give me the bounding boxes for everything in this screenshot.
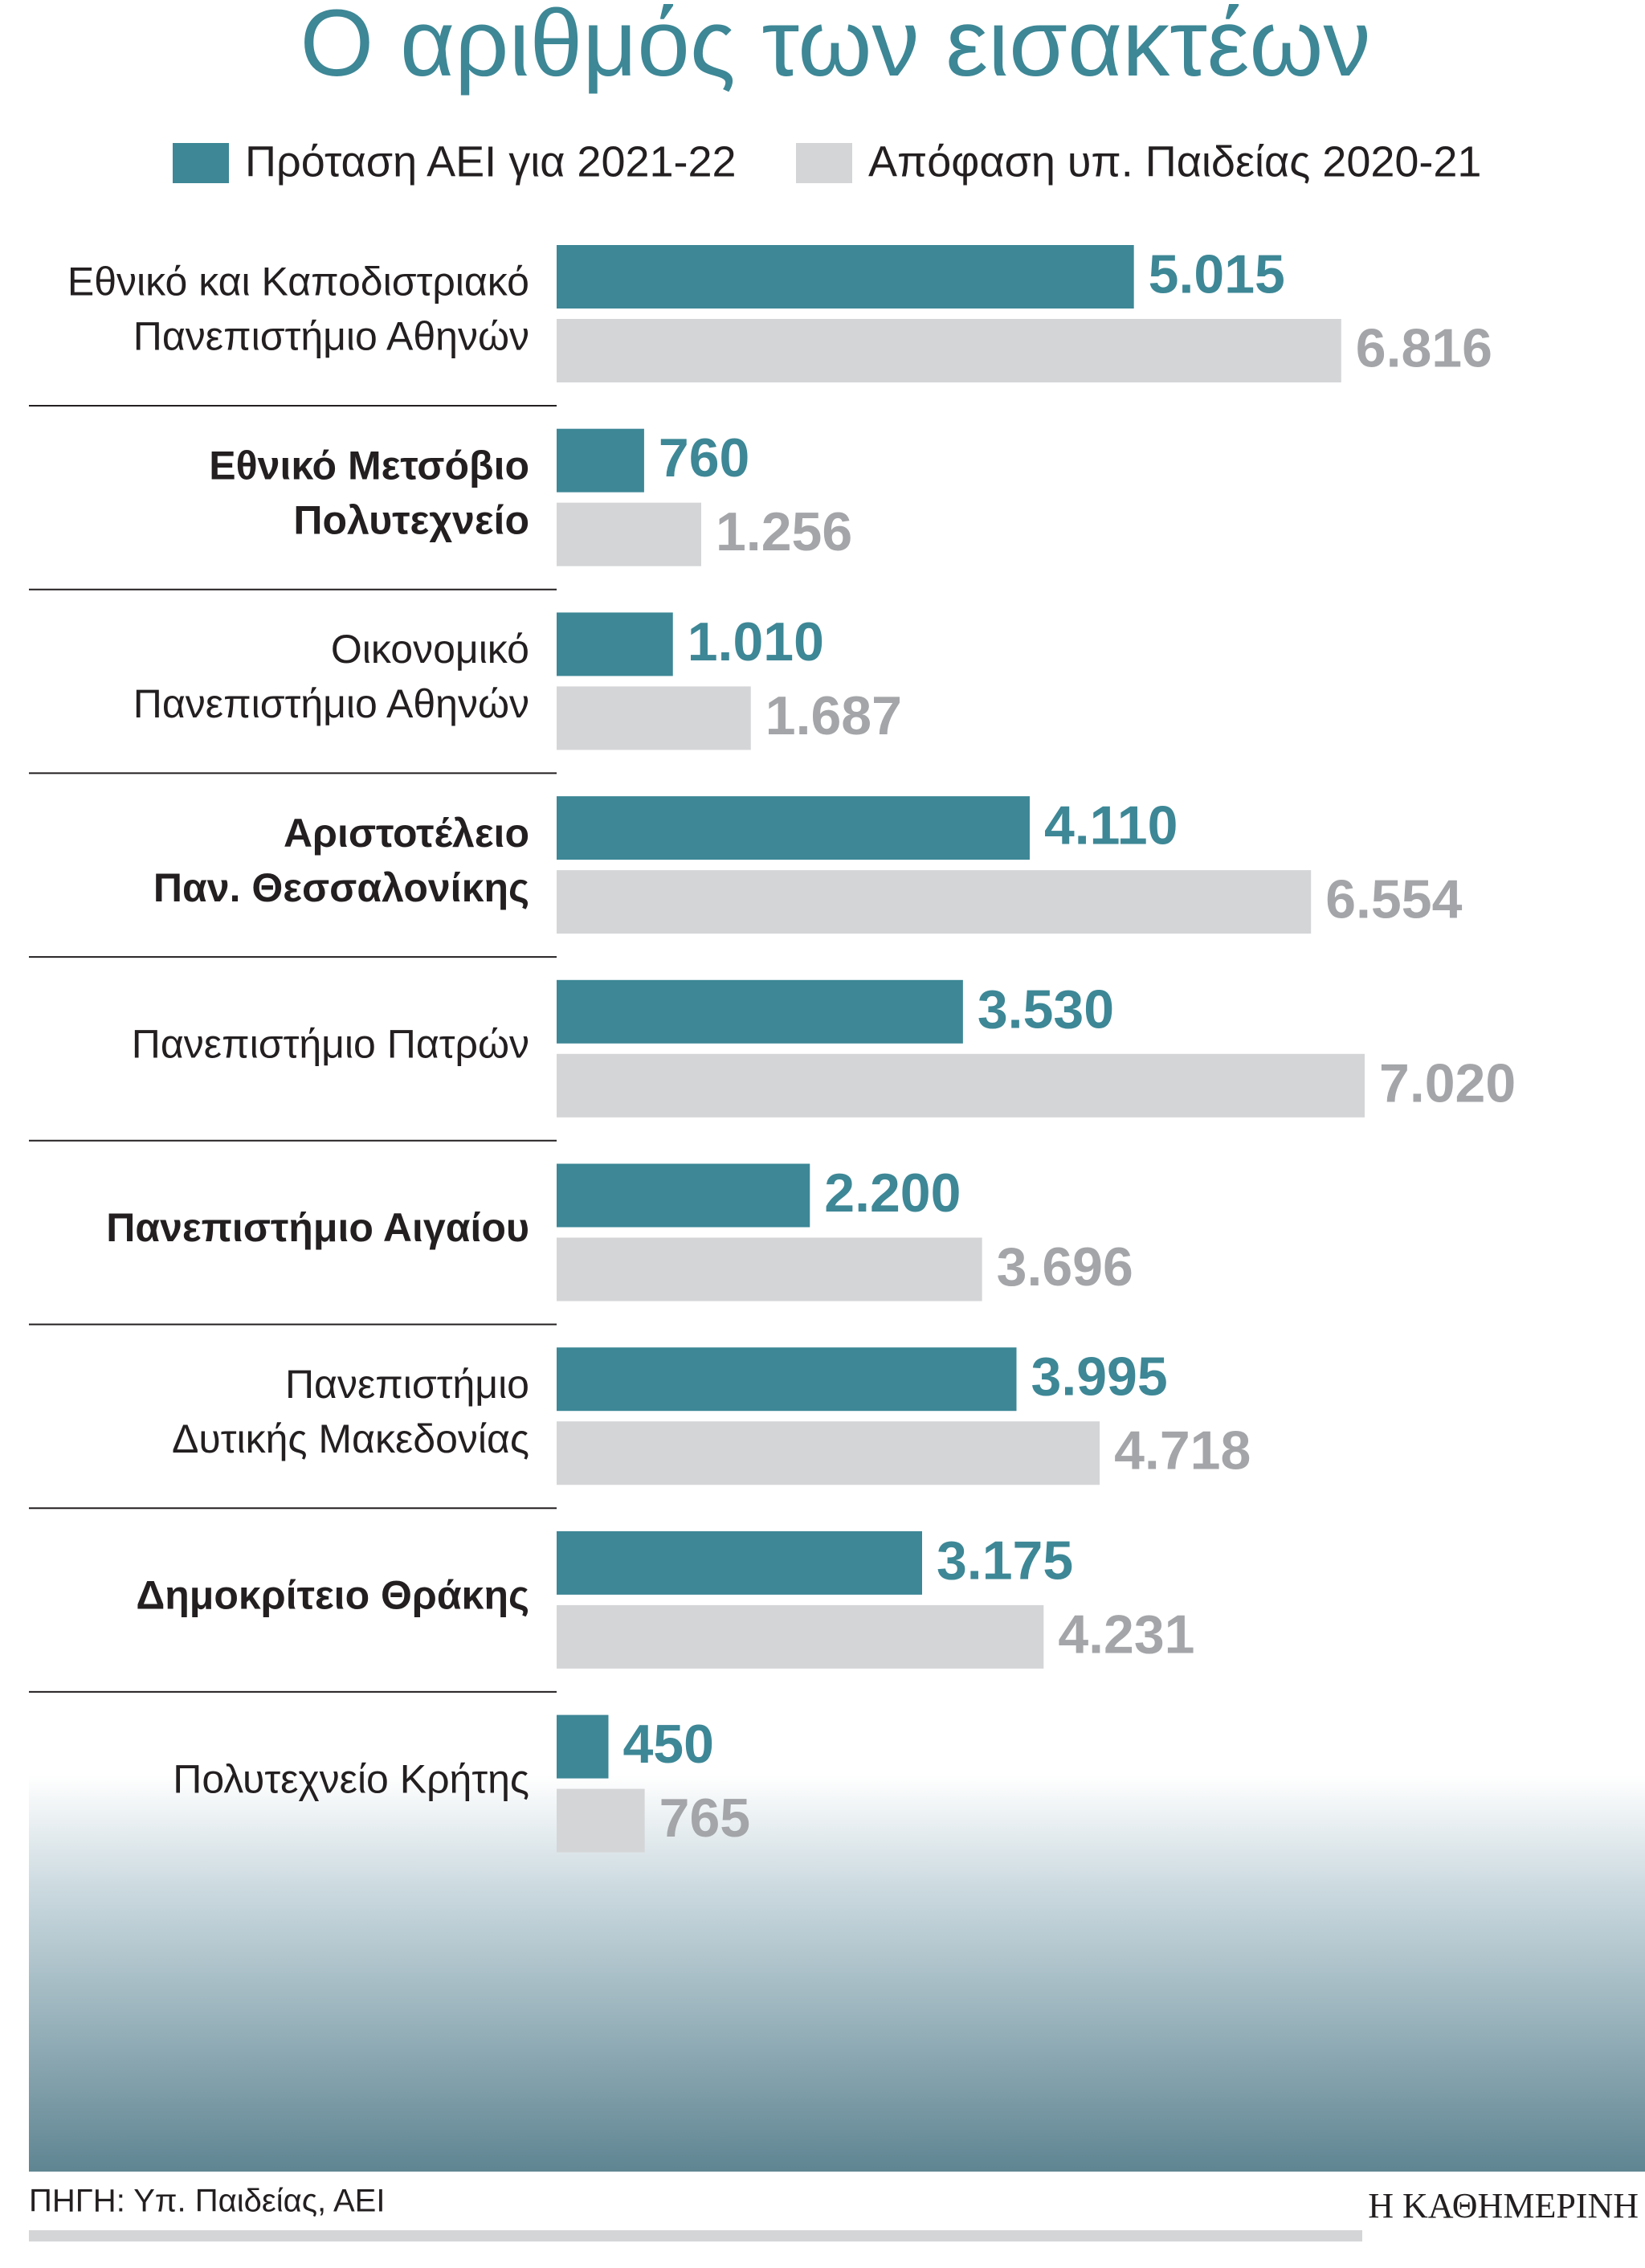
source: ΠΗΓΗ: Υπ. Παιδείας, ΑΕΙ — [29, 2184, 385, 2219]
value-label: 6.554 — [1325, 869, 1462, 930]
category-label: Πολυτεχνείο — [293, 497, 529, 542]
category-label: Πανεπιστήμιο Αθηνών — [133, 681, 529, 726]
legend-label: Πρόταση ΑΕΙ για 2021-22 — [245, 137, 737, 186]
legend: Πρόταση ΑΕΙ για 2021-22 Απόφαση υπ. Παιδε… — [173, 137, 1481, 186]
bar — [557, 502, 701, 566]
value-label: 760 — [659, 427, 749, 488]
bar — [557, 979, 963, 1044]
bar — [557, 1788, 645, 1853]
category-label: Εθνικό και Καποδιστριακό — [67, 259, 529, 304]
bar — [557, 1421, 1100, 1485]
bar — [557, 870, 1312, 934]
footer-bar — [29, 2230, 1362, 2241]
value-label: 1.687 — [765, 685, 902, 746]
value-label: 3.696 — [997, 1236, 1133, 1297]
bar — [557, 612, 673, 676]
category-label: Παν. Θεσσαλονίκης — [153, 865, 529, 910]
value-label: 450 — [622, 1714, 713, 1775]
category-label: Αριστοτέλειο — [284, 811, 529, 856]
value-label: 7.020 — [1379, 1052, 1516, 1114]
value-label: 4.231 — [1058, 1604, 1194, 1665]
bar — [557, 428, 644, 492]
category-label: Πανεπιστήμιο — [285, 1362, 529, 1407]
value-label: 3.530 — [978, 979, 1114, 1040]
value-label: 5.015 — [1149, 243, 1285, 304]
value-label: 3.175 — [937, 1530, 1073, 1591]
value-label: 4.110 — [1044, 795, 1178, 856]
value-label: 1.256 — [716, 501, 852, 562]
bar — [557, 686, 751, 750]
bar — [557, 1163, 810, 1228]
value-label: 2.200 — [824, 1163, 961, 1224]
value-label: 3.995 — [1031, 1346, 1168, 1408]
bar — [557, 1053, 1365, 1118]
category-label: Πανεπιστήμιο Αθηνών — [133, 314, 529, 359]
category-label: Δημοκρίτειο Θράκης — [136, 1573, 529, 1618]
chart-title: Ο αριθμός των εισακτέων — [300, 0, 1370, 96]
photo-background — [29, 1775, 1645, 2172]
category-label: Δυτικής Μακεδονίας — [172, 1416, 529, 1461]
bar — [557, 1530, 922, 1595]
category-label: Πολυτεχνείο Κρήτης — [173, 1756, 529, 1801]
bar — [557, 796, 1030, 860]
bar — [557, 319, 1341, 382]
legend-swatch — [173, 143, 229, 183]
category-label: Οικονομικό — [331, 627, 529, 672]
category-label: Πανεπιστήμιο Αιγαίου — [106, 1205, 529, 1250]
category-label: Εθνικό Μετσόβιο — [209, 443, 529, 488]
publisher-logo: Η ΚΑΘΗΜΕΡΙΝΗ — [1368, 2186, 1639, 2225]
bar — [557, 245, 1134, 309]
value-label: 765 — [659, 1788, 750, 1849]
category-label: Πανεπιστήμιο Πατρών — [132, 1022, 529, 1067]
bar — [557, 1237, 982, 1302]
value-label: 4.718 — [1114, 1420, 1251, 1481]
bar — [557, 1714, 609, 1779]
legend-swatch — [796, 143, 852, 183]
bar — [557, 1347, 1017, 1412]
legend-label: Απόφαση υπ. Παιδείας 2020-21 — [868, 137, 1481, 186]
plot: Εθνικό και Καποδιστριακό Πανεπιστήμιο Αθη… — [29, 243, 1516, 1853]
value-label: 1.010 — [688, 611, 824, 672]
bar — [557, 1604, 1044, 1669]
value-label: 6.816 — [1356, 317, 1492, 378]
